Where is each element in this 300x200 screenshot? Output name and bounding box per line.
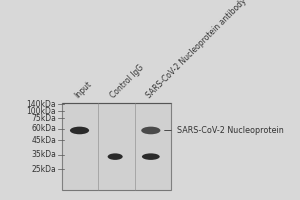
Text: 25kDa: 25kDa xyxy=(32,165,56,174)
Ellipse shape xyxy=(70,127,89,134)
Ellipse shape xyxy=(142,153,160,160)
Ellipse shape xyxy=(108,153,123,160)
Text: 100kDa: 100kDa xyxy=(27,107,56,116)
Text: 45kDa: 45kDa xyxy=(31,136,56,145)
Text: 140kDa: 140kDa xyxy=(27,100,56,109)
Text: 75kDa: 75kDa xyxy=(31,114,56,123)
Ellipse shape xyxy=(141,127,160,134)
FancyBboxPatch shape xyxy=(62,103,171,190)
Text: Input: Input xyxy=(73,80,94,100)
Text: Control IgG: Control IgG xyxy=(109,64,146,100)
Text: 60kDa: 60kDa xyxy=(31,124,56,133)
Text: SARS-CoV-2 Nucleoprotein: SARS-CoV-2 Nucleoprotein xyxy=(165,126,284,135)
Text: SARS-CoV-2 Nucleoprotein antibody: SARS-CoV-2 Nucleoprotein antibody xyxy=(144,0,248,100)
Text: 35kDa: 35kDa xyxy=(31,150,56,159)
